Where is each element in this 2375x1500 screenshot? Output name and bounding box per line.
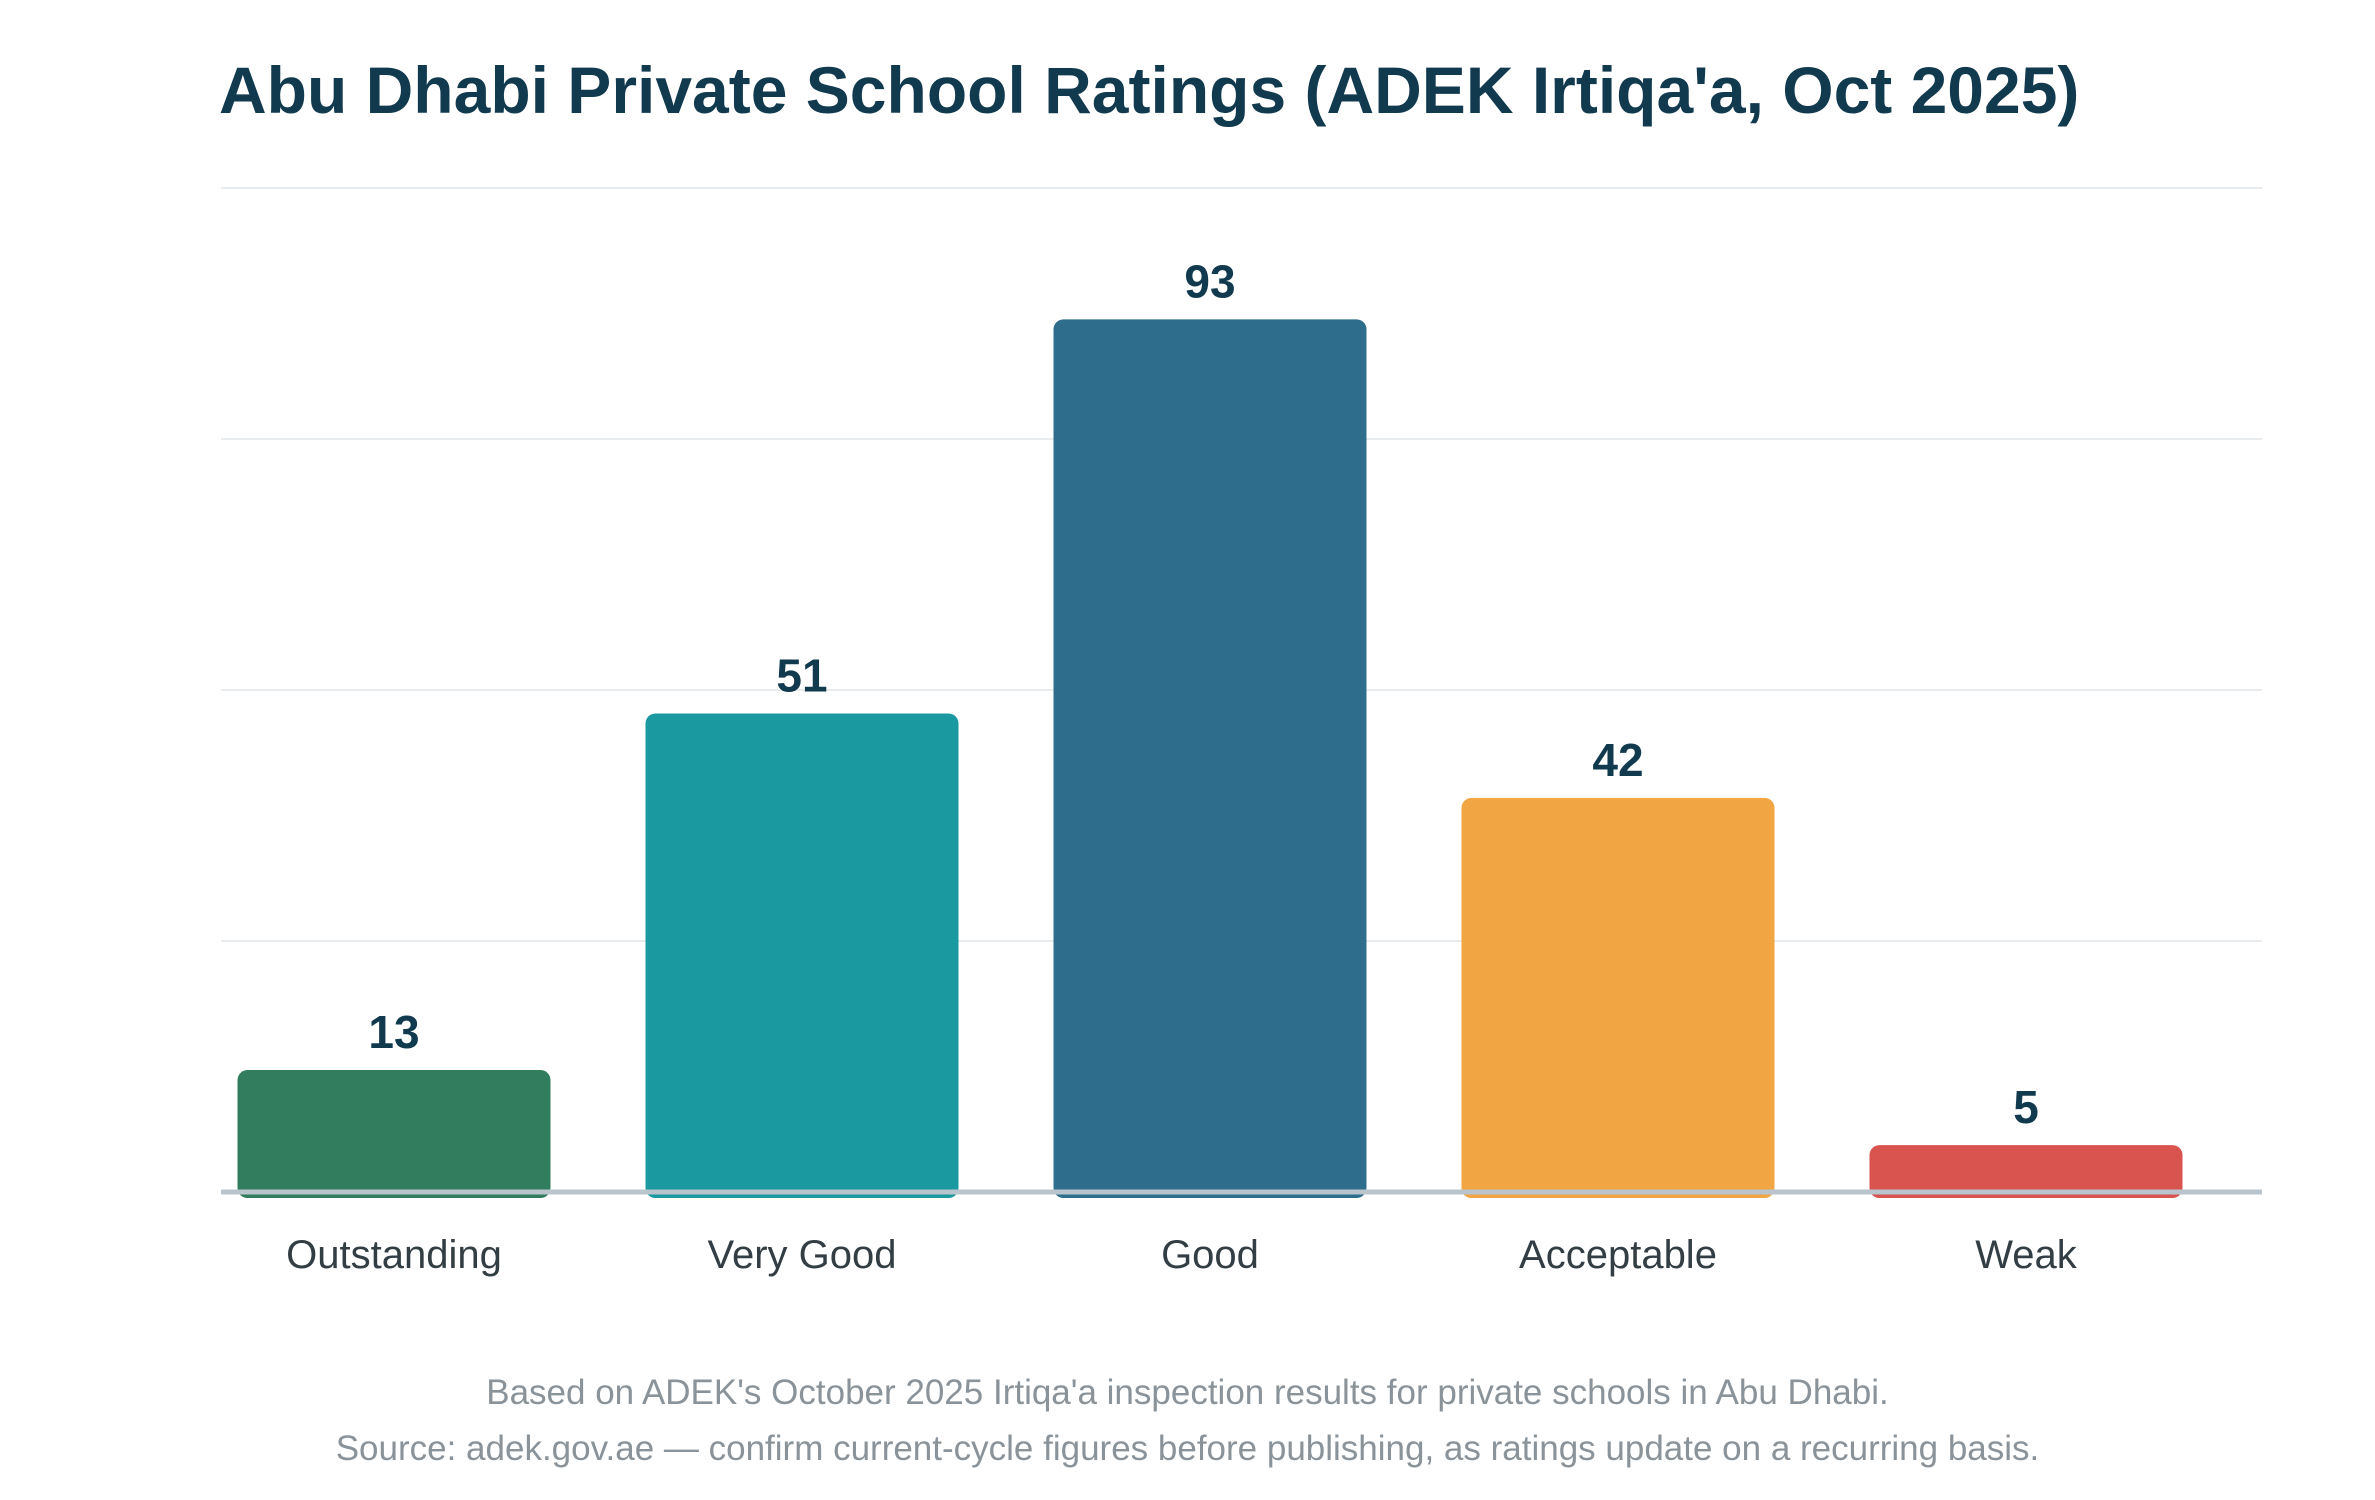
category-label-very-good: Very Good <box>707 1233 896 1277</box>
value-label-outstanding: 13 <box>368 1006 419 1058</box>
value-label-good: 93 <box>1184 255 1235 307</box>
bar-good <box>1053 319 1367 1198</box>
category-label-outstanding: Outstanding <box>286 1233 502 1277</box>
category-label-good: Good <box>1161 1233 1259 1277</box>
category-label-weak: Weak <box>1975 1233 2078 1277</box>
bars <box>237 319 2183 1198</box>
category-labels: Outstanding Very Good Good Acceptable Weak <box>286 1233 2078 1277</box>
bar-very-good <box>645 713 959 1198</box>
bar-outstanding <box>237 1070 551 1198</box>
bar-weak <box>1869 1145 2183 1198</box>
value-labels: 13 51 93 42 5 <box>368 255 2038 1133</box>
footnote-description: Based on ADEK's October 2025 Irtiqa'a in… <box>486 1373 1889 1412</box>
bar-acceptable <box>1461 797 1775 1198</box>
value-label-weak: 5 <box>2013 1081 2039 1133</box>
value-label-acceptable: 42 <box>1592 734 1643 786</box>
value-label-very-good: 51 <box>776 649 827 701</box>
chart-title: Abu Dhabi Private School Ratings (ADEK I… <box>219 53 2080 127</box>
footnote-source: Source: adek.gov.ae — confirm current-cy… <box>335 1429 2040 1468</box>
category-label-acceptable: Acceptable <box>1519 1233 1717 1277</box>
